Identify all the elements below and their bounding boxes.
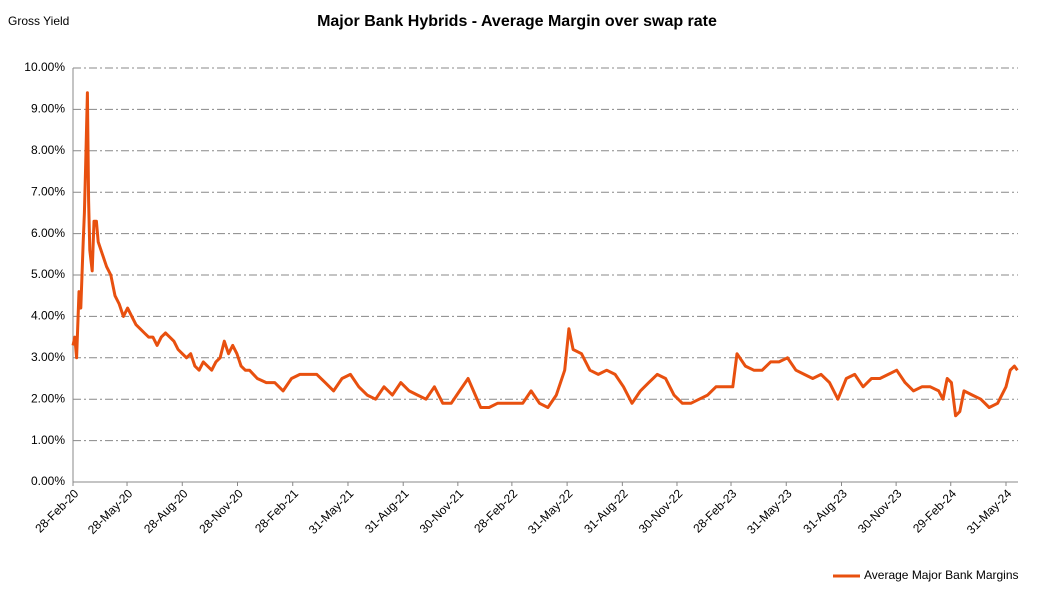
x-tick-label: 28-Feb-22	[471, 486, 520, 535]
x-tick-label: 28-May-20	[85, 486, 136, 537]
y-tick-label: 6.00%	[31, 226, 65, 240]
x-tick-label: 30-Nov-21	[417, 486, 467, 536]
x-tick-label: 30-Nov-23	[855, 486, 905, 536]
x-tick-label: 31-May-23	[744, 486, 795, 537]
x-tick-label: 28-Feb-23	[690, 486, 739, 535]
x-tick-label: 28-Aug-20	[141, 486, 191, 536]
y-tick-label: 4.00%	[31, 309, 65, 323]
x-tick-label: 31-May-24	[964, 486, 1015, 537]
y-tick-label: 2.00%	[31, 391, 65, 405]
y-tick-label: 0.00%	[31, 474, 65, 488]
y-axis-label: Gross Yield	[8, 14, 69, 28]
x-tick-label: 31-Aug-23	[800, 486, 850, 536]
y-tick-label: 7.00%	[31, 184, 65, 198]
x-tick-label: 31-May-21	[306, 486, 357, 537]
x-tick-label: 28-Feb-21	[252, 486, 301, 535]
x-tick-label: 28-Nov-20	[196, 486, 246, 536]
x-tick-label: 30-Nov-22	[636, 486, 686, 536]
y-tick-label: 3.00%	[31, 350, 65, 364]
chart-title: Major Bank Hybrids - Average Margin over…	[317, 13, 717, 30]
x-tick-label: 31-Aug-22	[581, 486, 631, 536]
y-tick-label: 9.00%	[31, 102, 65, 116]
legend-label: Average Major Bank Margins	[864, 568, 1019, 582]
data-line	[71, 91, 1019, 418]
x-tick-label: 28-Feb-20	[32, 486, 81, 535]
x-tick-label: 31-May-22	[525, 486, 576, 537]
x-tick-label: 31-Aug-21	[362, 486, 412, 536]
y-tick-label: 8.00%	[31, 143, 65, 157]
y-tick-label: 5.00%	[31, 267, 65, 281]
y-tick-label: 10.00%	[24, 60, 65, 74]
y-tick-label: 1.00%	[31, 433, 65, 447]
x-tick-label: 29-Feb-24	[910, 486, 959, 535]
